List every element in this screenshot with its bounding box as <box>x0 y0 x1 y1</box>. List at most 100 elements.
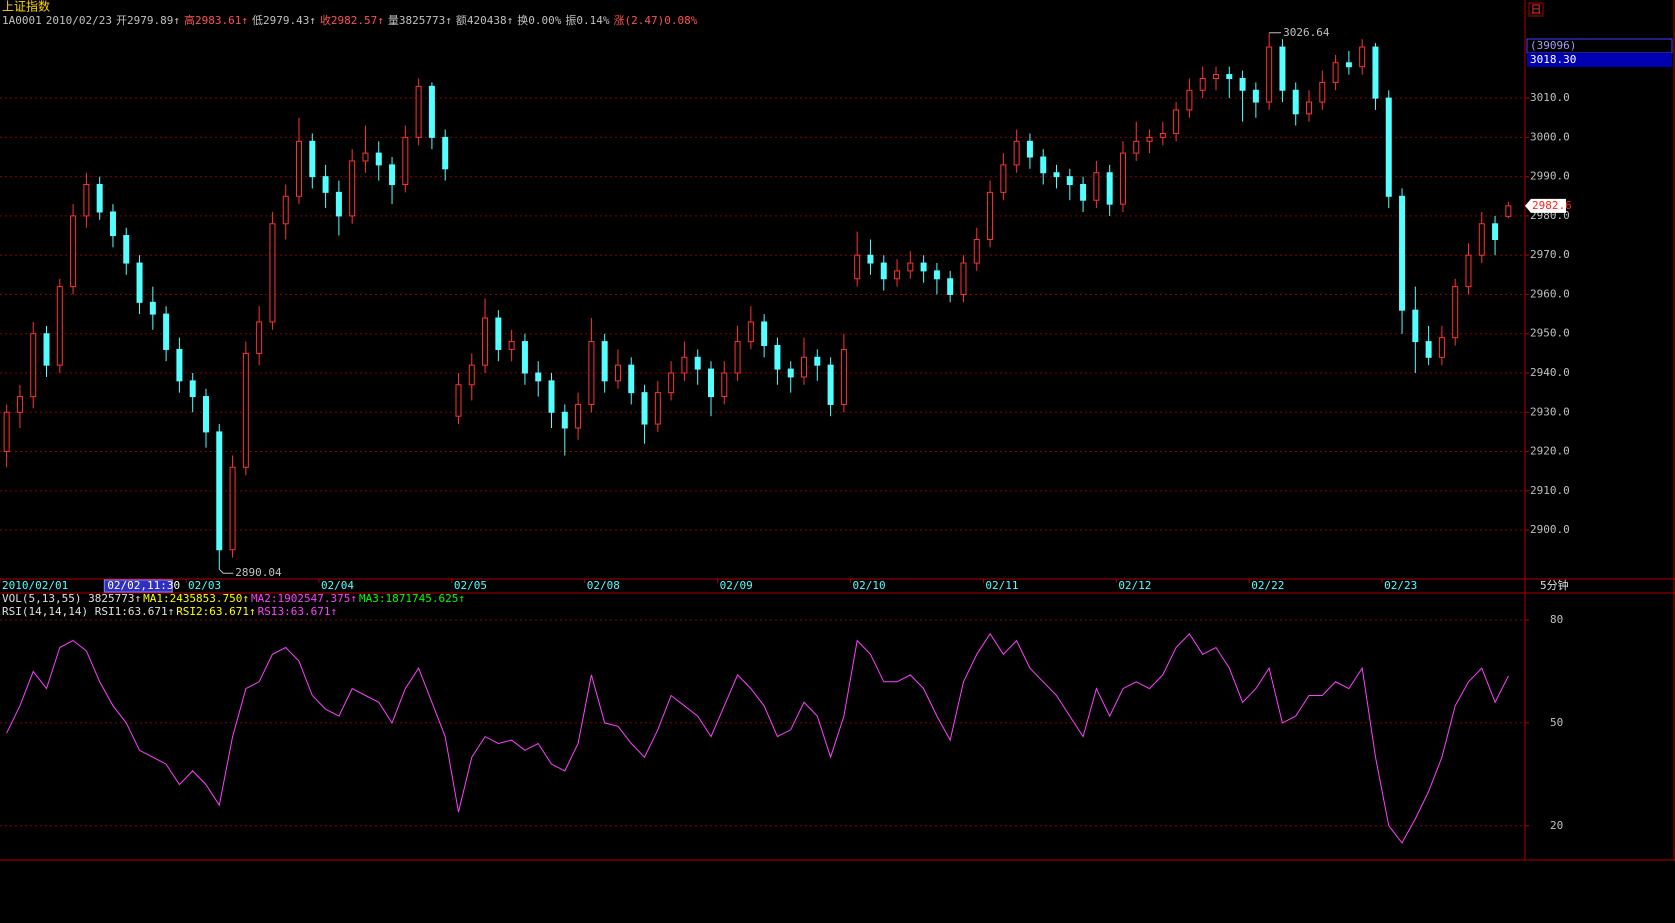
candle-body <box>229 466 236 551</box>
legend-entry: VOL(5,13,55) 3825773↑ <box>2 592 141 605</box>
candle-body <box>1252 89 1259 103</box>
candle-body <box>761 321 768 347</box>
y-tick-label: 2950.0 <box>1530 327 1570 340</box>
candle-body <box>1399 195 1406 311</box>
candle-body <box>774 345 781 370</box>
candle-body <box>149 301 156 315</box>
candle-body <box>561 411 568 429</box>
quote-field: 低2979.43↑ <box>252 14 316 27</box>
candle-body <box>575 403 582 429</box>
y-tick-label: 50 <box>1550 716 1563 729</box>
candle-body <box>136 262 143 303</box>
candle-body <box>1359 46 1366 68</box>
high-label: 3026.64 <box>1283 26 1330 39</box>
candle-body <box>309 140 316 178</box>
candle-body <box>548 380 555 413</box>
candle-body <box>1372 46 1379 99</box>
candle-body <box>109 211 116 237</box>
cursor-readout: 3018.30 <box>1530 53 1576 66</box>
y-tick-label: 3010.0 <box>1530 91 1570 104</box>
quote-field: 振0.14% <box>565 13 609 27</box>
x-tick-label: 02/11 <box>985 579 1018 592</box>
candle-body <box>694 356 701 370</box>
candle-body <box>415 85 422 138</box>
y-tick-label: 2900.0 <box>1530 523 1570 536</box>
candle-body <box>189 380 196 398</box>
candle-body <box>707 368 714 398</box>
candle-body <box>1412 309 1419 343</box>
candle-body <box>123 235 130 264</box>
readout-box <box>1527 53 1672 67</box>
last-price-tag <box>1525 198 1566 213</box>
candle-body <box>508 341 515 350</box>
candle-body <box>1492 223 1499 240</box>
quote-field: 换0.00% <box>517 13 561 27</box>
candle-body <box>322 176 329 193</box>
x-tick-label: 02/23 <box>1384 579 1417 592</box>
x-tick-label: 02/04 <box>321 579 354 592</box>
x-tick-label: 02/10 <box>853 579 886 592</box>
candle-body <box>16 396 23 413</box>
candle-body <box>641 392 648 425</box>
candle-body <box>1199 77 1206 91</box>
candle-body <box>801 356 808 378</box>
candle-body <box>375 152 382 166</box>
candle-body <box>362 152 369 162</box>
x-tick-label: 2010/02/01 <box>2 579 68 592</box>
x-tick-label: 02/09 <box>720 579 753 592</box>
candle-body <box>1505 205 1512 217</box>
candle-body <box>947 278 954 295</box>
candle-body <box>907 262 914 272</box>
chart-title: 上证指数 <box>2 0 50 14</box>
candle-body <box>1478 223 1485 256</box>
candle-body <box>1133 140 1140 154</box>
candle-body <box>296 140 303 197</box>
candle-body <box>867 254 874 264</box>
candle-body <box>1186 89 1193 111</box>
candle-body <box>83 184 90 217</box>
candle-body <box>854 254 861 280</box>
candle-body <box>1226 74 1233 79</box>
legend-entry: RSI3:63.671↑ <box>258 605 337 618</box>
candle-body <box>1319 81 1326 103</box>
candle-body <box>96 184 103 213</box>
y-tick-label: 2930.0 <box>1530 405 1570 418</box>
x-tick-label: 02/08 <box>587 579 620 592</box>
candle-body <box>216 431 223 551</box>
volume-legend: VOL(5,13,55) 3825773↑ MA1:2435853.750↑ MA2… <box>2 592 465 605</box>
y-tick-label: 2990.0 <box>1530 170 1570 183</box>
period-box[interactable] <box>1528 2 1544 17</box>
candle-body <box>495 317 502 350</box>
legend-entry: RSI(14,14,14) RSI1:63.671↑ <box>2 605 174 618</box>
candle-body <box>468 364 475 386</box>
candle-body <box>588 341 595 405</box>
candle-body <box>1159 132 1166 138</box>
candle-body <box>747 321 754 343</box>
candle-body <box>1146 136 1153 142</box>
candle-body <box>1119 152 1126 205</box>
candle-body <box>1425 341 1432 358</box>
quote-field: 量3825773↑ <box>388 14 452 27</box>
candle-body <box>1239 77 1246 91</box>
candle-body <box>1332 62 1339 83</box>
candle-body <box>1306 101 1313 115</box>
last-price-label: 2982.6 <box>1532 199 1572 212</box>
candle-body <box>282 195 289 225</box>
y-tick-label: 2920.0 <box>1530 445 1570 458</box>
period-label[interactable]: 日 <box>1531 3 1542 16</box>
x-tick-label: 02/12 <box>1118 579 1151 592</box>
quote-field: 2010/02/23 <box>46 14 112 27</box>
candle-body <box>840 348 847 405</box>
candle-body <box>1279 46 1286 91</box>
candle-body <box>402 136 409 186</box>
candle-body <box>1345 62 1352 68</box>
candle-body <box>442 136 449 170</box>
candle-body <box>827 364 834 405</box>
rsi-legend: RSI(14,14,14) RSI1:63.671↑ RSI2:63.671↑ RS… <box>2 605 337 618</box>
candle-body <box>1080 184 1087 201</box>
candle-body <box>1292 89 1299 115</box>
candle-body <box>269 223 276 323</box>
candle-body <box>1026 140 1033 158</box>
